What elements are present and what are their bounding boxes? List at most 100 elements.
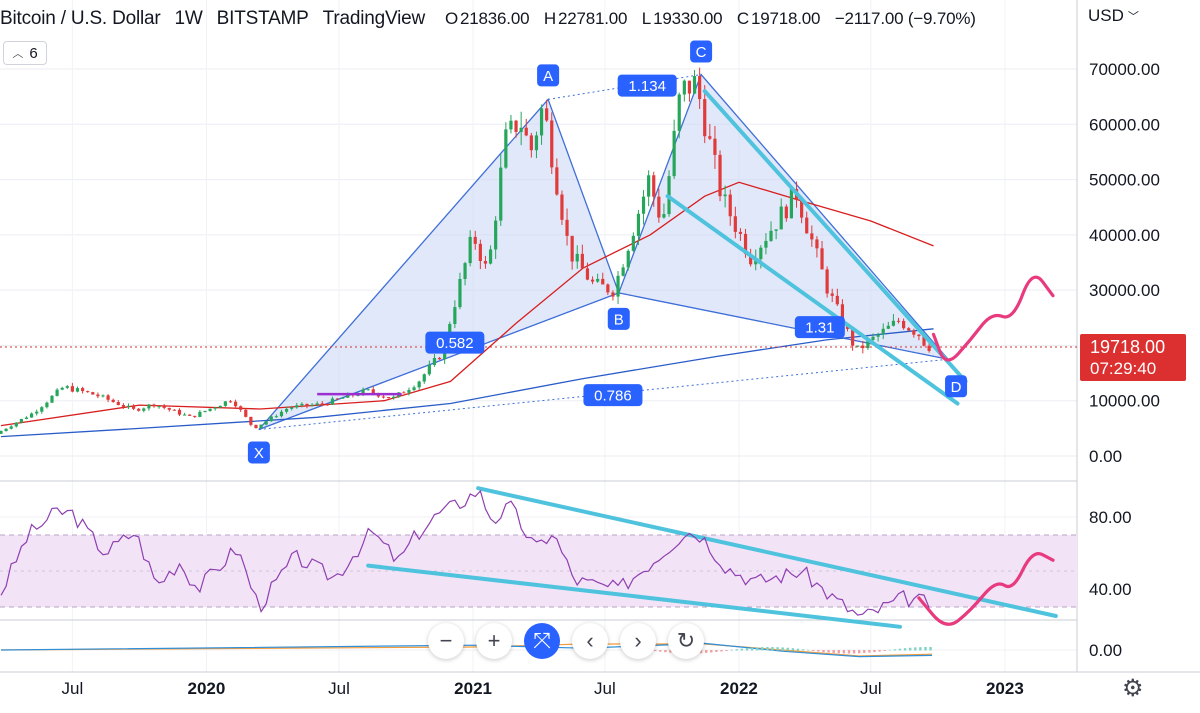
candle-body [810, 233, 814, 240]
macd-blue-line [0, 642, 933, 658]
candle-body [565, 219, 569, 236]
candle-body [244, 409, 248, 417]
candle-body [636, 213, 641, 236]
currency-selector[interactable]: USD ﹀ [1088, 6, 1139, 26]
pattern-labels: X A B C D 1.134 0.582 1.31 0.786 [247, 40, 968, 464]
candle-body [626, 250, 630, 268]
projections[interactable] [917, 275, 1055, 626]
reset-chart-button[interactable]: ↻ [668, 623, 704, 659]
price-tick-label: 40000.00 [1089, 226, 1160, 245]
time-tick-label: Jul [62, 679, 84, 698]
candle-body [728, 194, 732, 217]
plus-icon: + [487, 628, 501, 653]
candle-body [534, 135, 539, 151]
indicators-toggle[interactable]: ︿ 6 [3, 41, 47, 65]
timeframe[interactable]: 1W [174, 8, 203, 29]
zoom-out-button[interactable]: − [428, 623, 464, 659]
candle-body [488, 249, 493, 264]
candle-body [468, 236, 472, 264]
candle-body [45, 402, 49, 408]
candle-body [692, 76, 697, 94]
macd-histogram-bar [898, 648, 902, 651]
rsi-projection[interactable] [917, 552, 1055, 626]
candle-body [580, 253, 584, 269]
open-label: O [445, 9, 459, 28]
candle-body [840, 304, 845, 326]
candle-body [392, 396, 396, 399]
candle-body [703, 99, 707, 137]
candle-body [233, 401, 238, 407]
time-tick-label: 2020 [188, 679, 226, 698]
candle-body [310, 404, 314, 406]
pattern-point-b-bg [607, 307, 630, 330]
scroll-left-button[interactable]: ‹ [572, 623, 608, 659]
pattern-point-c-bg [690, 40, 713, 63]
candle-body [876, 334, 880, 337]
candle-body [407, 390, 411, 393]
candle-body [917, 334, 921, 337]
price-tick-label: 50000.00 [1089, 171, 1160, 190]
candle-body [167, 407, 171, 410]
candle-body [366, 389, 370, 391]
time-axis[interactable]: Jul 2020 Jul 2021 Jul 2022 Jul 2023 [62, 679, 1024, 698]
scroll-right-button[interactable]: › [620, 623, 656, 659]
pattern-point-x-bg [247, 441, 270, 464]
candle-body [177, 409, 182, 415]
candle-body [330, 398, 335, 405]
price-axis[interactable]: 70000.00 60000.00 50000.00 40000.00 30000.00… [1089, 60, 1160, 660]
candle-body [70, 386, 74, 392]
price-trendline[interactable] [665, 194, 960, 406]
reset-scale-button[interactable]: ⤧ [524, 623, 560, 659]
candle-body [529, 135, 533, 151]
candle-body [779, 206, 783, 230]
symbol-header: Bitcoin / U.S. Dollar 1W BITSTAMP Tradin… [0, 6, 986, 32]
candle-body [213, 407, 217, 409]
rsi-tick-label: 40.00 [1089, 580, 1132, 599]
candle-body [239, 406, 243, 410]
ratio-label-bg [794, 316, 845, 339]
candle-body [723, 194, 727, 197]
pattern-xb-line [258, 292, 619, 430]
macd-histogram-bar [842, 650, 846, 654]
time-tick-label: 2021 [454, 679, 492, 698]
candle-body [560, 194, 564, 220]
pattern-point-a-bg [537, 64, 560, 87]
candle-body [193, 415, 197, 417]
candle-body [616, 275, 620, 297]
symbol-name[interactable]: Bitcoin / U.S. Dollar [0, 8, 161, 29]
candle-body [641, 196, 646, 214]
current-price: 19718.00 [1090, 337, 1166, 357]
candle-body [881, 328, 885, 335]
candle-body [412, 387, 416, 391]
rsi-trendline[interactable] [366, 563, 902, 629]
low-value: 19330.00 [653, 9, 723, 28]
candle-body [142, 408, 146, 411]
candle-body [927, 345, 931, 351]
candle-body [269, 416, 273, 422]
macd-histogram-bar [822, 650, 825, 653]
candle-body [687, 80, 692, 94]
candle-body [106, 395, 110, 400]
macd-histogram-bar [720, 650, 723, 652]
price-projection[interactable] [931, 275, 1055, 362]
candle-body [754, 259, 758, 265]
pattern-point-d-text: D [951, 379, 962, 396]
macd-histogram-bar [908, 647, 912, 651]
zoom-in-button[interactable]: + [476, 623, 512, 659]
trendlines[interactable] [317, 89, 1058, 629]
candle-body [65, 386, 69, 388]
data-provider: TradingView [322, 8, 426, 29]
gear-icon[interactable]: ⚙ [1122, 675, 1144, 702]
macd-histogram-bar [924, 647, 927, 651]
macd-histogram-bar [817, 650, 820, 652]
candle-body [448, 324, 452, 338]
macd-histogram-bar [755, 647, 759, 651]
candle-body [264, 421, 268, 425]
rsi-trendline[interactable] [476, 486, 1058, 618]
price-trendline[interactable] [702, 89, 968, 384]
candle-body [279, 411, 284, 417]
candle-body [524, 127, 528, 136]
rsi-line-path [0, 489, 930, 616]
candle-body [743, 233, 748, 255]
